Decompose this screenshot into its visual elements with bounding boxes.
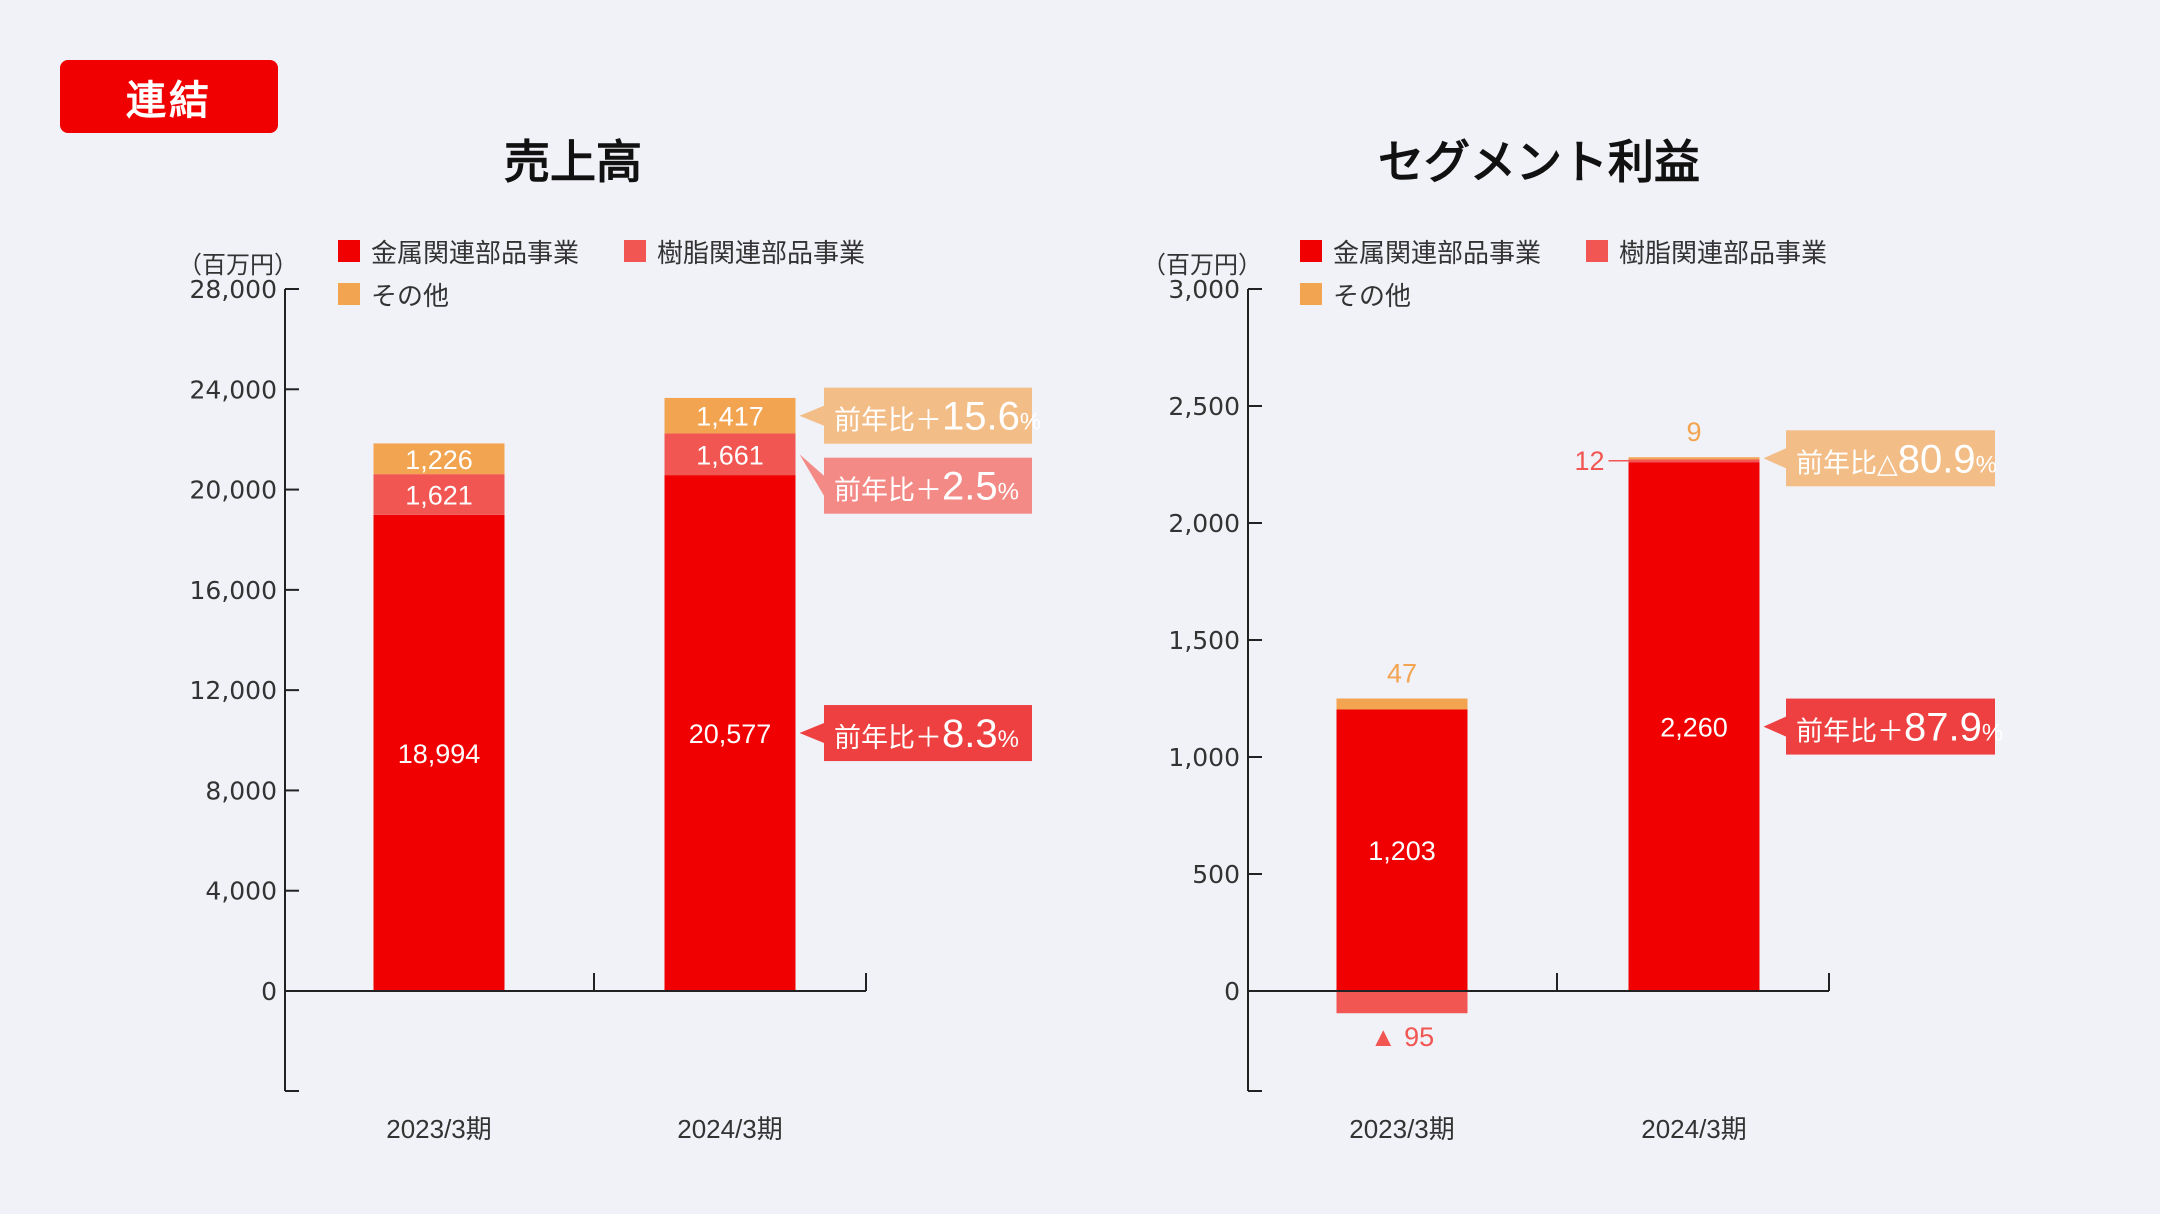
bar-resin — [664, 433, 796, 476]
callout-pointer — [799, 405, 824, 426]
callout-box — [1786, 430, 1995, 487]
y-tick-label: 4,000 — [205, 877, 277, 906]
legend-swatch — [1300, 240, 1322, 262]
y-tick-label: 1,500 — [1168, 626, 1240, 655]
legend-swatch — [338, 283, 360, 305]
bar-metal — [1336, 709, 1468, 991]
y-tick-label: 0 — [261, 977, 277, 1006]
bar-other — [1628, 457, 1760, 460]
data-label: 20,577 — [689, 719, 772, 749]
callout-box — [1786, 698, 1995, 755]
y-tick-label: 28,000 — [190, 275, 277, 304]
data-label: 9 — [1686, 417, 1701, 447]
y-tick-label: 0 — [1224, 977, 1240, 1006]
callout-text: 前年比＋2.5% — [834, 465, 1019, 509]
callout-prefix: 前年比＋ — [834, 723, 942, 754]
legend-label: その他 — [1333, 282, 1411, 312]
bar-other — [373, 443, 505, 475]
callout-pointer — [799, 723, 824, 744]
callout-suffix: % — [1976, 451, 1997, 478]
data-label: 18,994 — [398, 739, 481, 769]
y-tick-label: 500 — [1192, 860, 1240, 889]
x-tick-label: 2023/3期 — [1349, 1114, 1455, 1144]
callout-prefix: 前年比＋ — [1796, 717, 1904, 748]
y-tick-label: 2,500 — [1168, 392, 1240, 421]
bar-resin — [1628, 459, 1760, 463]
callout-value: 87.9 — [1904, 706, 1982, 750]
yoy-callout: 前年比＋15.6% — [799, 387, 1041, 444]
legend-label: 樹脂関連部品事業 — [1619, 239, 1827, 269]
bar-other — [664, 397, 796, 434]
bar-metal — [373, 514, 505, 991]
bar-metal — [1628, 462, 1760, 991]
callout-pointer — [1763, 448, 1786, 469]
y-tick-label: 16,000 — [190, 576, 277, 605]
data-label: 1,417 — [696, 402, 764, 432]
bar-metal — [664, 475, 796, 991]
callout-text: 前年比＋8.3% — [834, 712, 1019, 756]
y-tick-label: 8,000 — [205, 776, 277, 805]
x-tick-label: 2023/3期 — [386, 1114, 492, 1144]
callout-box — [824, 387, 1032, 444]
callout-prefix: 前年比＋ — [834, 406, 942, 437]
yoy-callout: 前年比＋2.5% — [799, 454, 1032, 514]
chart-title: セグメント利益 — [1378, 135, 1700, 189]
y-tick-label: 2,000 — [1168, 509, 1240, 538]
data-label: 1,226 — [405, 445, 473, 475]
legend-swatch — [1300, 283, 1322, 305]
callout-value: 8.3 — [942, 712, 998, 756]
callout-text: 前年比＋87.9% — [1796, 706, 2003, 750]
y-tick-label: 24,000 — [190, 375, 277, 404]
data-label: 12 — [1574, 446, 1604, 476]
callout-pointer — [799, 454, 824, 496]
y-tick-label: 12,000 — [190, 676, 277, 705]
callout-suffix: % — [1982, 720, 2003, 747]
callout-suffix: % — [998, 726, 1019, 753]
bar-resin — [1336, 991, 1468, 1014]
callout-value: 80.9 — [1898, 437, 1976, 481]
legend-swatch — [338, 240, 360, 262]
data-label: 1,203 — [1368, 836, 1436, 866]
data-label: ▲ 95 — [1370, 1022, 1434, 1052]
callout-text: 前年比△80.9% — [1796, 437, 1997, 481]
callout-suffix: % — [998, 479, 1019, 506]
data-label: 1,621 — [405, 480, 473, 510]
callout-value: 15.6 — [942, 395, 1020, 439]
legend-label: 金属関連部品事業 — [1333, 239, 1541, 269]
callout-suffix: % — [1020, 409, 1041, 436]
callout-value: 2.5 — [942, 465, 998, 509]
yoy-callout: 前年比＋87.9% — [1763, 698, 2003, 755]
unit-label: （百万円） — [178, 251, 298, 279]
consolidated-badge: 連結 — [60, 60, 278, 133]
bar-resin — [373, 474, 505, 515]
callout-prefix: 前年比△ — [1796, 448, 1898, 479]
legend-swatch — [624, 240, 646, 262]
y-tick-label: 20,000 — [190, 476, 277, 505]
chart-title: 売上高 — [504, 135, 642, 189]
yoy-callout: 前年比＋8.3% — [799, 705, 1032, 762]
data-label: 47 — [1387, 659, 1417, 689]
legend-label: 樹脂関連部品事業 — [657, 239, 865, 269]
data-label: 1,661 — [696, 440, 764, 470]
unit-label: （百万円） — [1142, 251, 1262, 279]
yoy-callout: 前年比△80.9% — [1763, 430, 1997, 487]
legend-swatch — [1586, 240, 1608, 262]
y-tick-label: 3,000 — [1168, 275, 1240, 304]
callout-pointer — [1763, 716, 1786, 737]
x-tick-label: 2024/3期 — [677, 1114, 783, 1144]
x-tick-label: 2024/3期 — [1641, 1114, 1747, 1144]
legend-label: その他 — [371, 282, 449, 312]
callout-prefix: 前年比＋ — [834, 476, 942, 507]
legend-label: 金属関連部品事業 — [371, 239, 579, 269]
data-label: 2,260 — [1660, 713, 1728, 743]
callout-box — [824, 457, 1032, 514]
callout-box — [824, 705, 1032, 762]
callout-text: 前年比＋15.6% — [834, 395, 1041, 439]
bar-other — [1336, 698, 1468, 710]
y-tick-label: 1,000 — [1168, 743, 1240, 772]
